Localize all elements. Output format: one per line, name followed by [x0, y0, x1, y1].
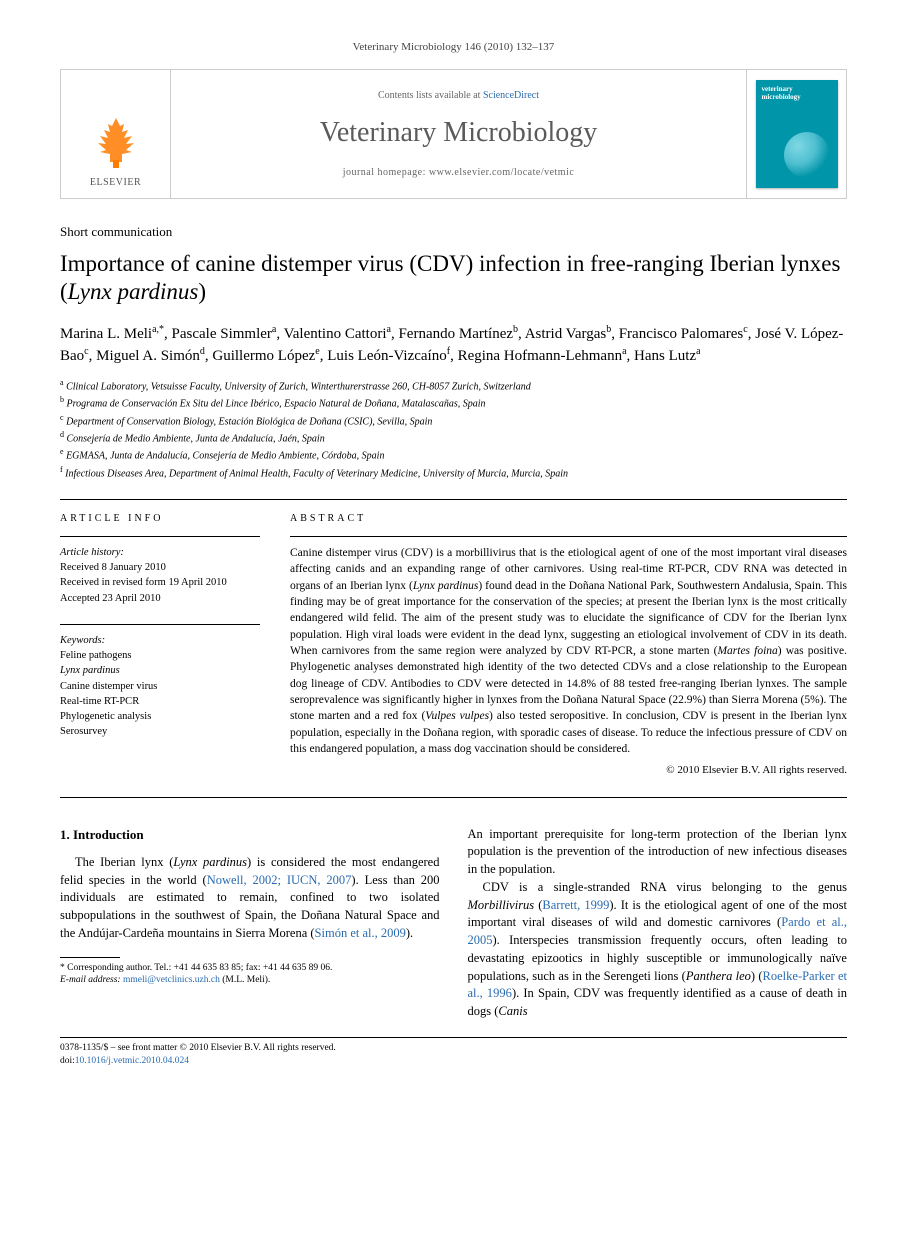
- corr-email[interactable]: mmeli@vetclinics.uzh.ch: [123, 975, 220, 985]
- sciencedirect-link[interactable]: ScienceDirect: [483, 90, 539, 101]
- history-header: Article history:: [60, 545, 260, 560]
- abstract-label: ABSTRACT: [290, 512, 847, 526]
- affiliation-line: c Department of Conservation Biology, Es…: [60, 412, 847, 429]
- email-line: E-mail address: mmeli@vetclinics.uzh.ch …: [60, 974, 440, 987]
- affiliation-line: f Infectious Diseases Area, Department o…: [60, 464, 847, 481]
- affiliations-list: a Clinical Laboratory, Vetsuisse Faculty…: [60, 377, 847, 481]
- page-footer: 0378-1135/$ – see front matter © 2010 El…: [60, 1042, 847, 1068]
- contents-line: Contents lists available at ScienceDirec…: [378, 89, 539, 103]
- keywords-block: Keywords: Feline pathogensLynx pardinusC…: [60, 633, 260, 740]
- keyword-line: Serosurvey: [60, 724, 260, 739]
- affiliation-line: b Programa de Conservación Ex Situ del L…: [60, 394, 847, 411]
- left-column: 1. Introduction The Iberian lynx (Lynx p…: [60, 826, 440, 1021]
- article-type: Short communication: [60, 223, 847, 241]
- elsevier-label: ELSEVIER: [90, 176, 141, 190]
- journal-name: Veterinary Microbiology: [320, 113, 598, 152]
- cover-art-icon: [784, 132, 830, 178]
- abstract-copyright: © 2010 Elsevier B.V. All rights reserved…: [290, 763, 847, 778]
- keyword-line: Feline pathogens: [60, 648, 260, 663]
- authors-list: Marina L. Melia,*, Pascale Simmlera, Val…: [60, 323, 847, 367]
- running-head: Veterinary Microbiology 146 (2010) 132–1…: [60, 40, 847, 55]
- article-info-label: ARTICLE INFO: [60, 512, 260, 526]
- abstract-text: Canine distemper virus (CDV) is a morbil…: [290, 545, 847, 757]
- journal-cover-thumbnail: veterinarymicrobiology: [756, 80, 838, 188]
- article-info-column: ARTICLE INFO Article history: Received 8…: [60, 512, 260, 779]
- journal-header-bar: ELSEVIER Contents lists available at Sci…: [60, 69, 847, 199]
- issn-line: 0378-1135/$ – see front matter © 2010 El…: [60, 1042, 847, 1055]
- article-history: Article history: Received 8 January 2010…: [60, 545, 260, 606]
- contents-prefix: Contents lists available at: [378, 90, 483, 101]
- intro-heading: 1. Introduction: [60, 826, 440, 844]
- affiliation-line: a Clinical Laboratory, Vetsuisse Faculty…: [60, 377, 847, 394]
- keyword-line: Phylogenetic analysis: [60, 709, 260, 724]
- footer-separator: [60, 1037, 847, 1038]
- elsevier-tree-icon: [86, 112, 146, 172]
- abstract-column: ABSTRACT Canine distemper virus (CDV) is…: [290, 512, 847, 779]
- cover-thumbnail-cell: veterinarymicrobiology: [746, 70, 846, 198]
- publisher-logo-cell: ELSEVIER: [61, 70, 171, 198]
- affiliation-line: d Consejería de Medio Ambiente, Junta de…: [60, 429, 847, 446]
- keyword-line: Real-time RT-PCR: [60, 694, 260, 709]
- intro-text-left: The Iberian lynx (Lynx pardinus) is cons…: [60, 854, 440, 943]
- homepage-url[interactable]: www.elsevier.com/locate/vetmic: [429, 167, 574, 178]
- history-line: Received 8 January 2010: [60, 560, 260, 575]
- keyword-line: Canine distemper virus: [60, 679, 260, 694]
- body-columns: 1. Introduction The Iberian lynx (Lynx p…: [60, 826, 847, 1021]
- info-abstract-row: ARTICLE INFO Article history: Received 8…: [60, 499, 847, 798]
- email-label: E-mail address:: [60, 975, 121, 985]
- keyword-line: Lynx pardinus: [60, 663, 260, 678]
- cover-title: veterinarymicrobiology: [762, 86, 801, 101]
- email-suffix: (M.L. Meli).: [222, 975, 270, 985]
- history-line: Accepted 23 April 2010: [60, 591, 260, 606]
- corresponding-author-footnote: * Corresponding author. Tel.: +41 44 635…: [60, 962, 440, 988]
- article-title: Importance of canine distemper virus (CD…: [60, 250, 847, 308]
- keywords-header: Keywords:: [60, 633, 260, 648]
- journal-title-cell: Contents lists available at ScienceDirec…: [171, 70, 746, 198]
- history-line: Received in revised form 19 April 2010: [60, 575, 260, 590]
- affiliation-line: e EGMASA, Junta de Andalucía, Consejería…: [60, 446, 847, 463]
- right-column: An important prerequisite for long-term …: [468, 826, 848, 1021]
- footnote-separator: [60, 957, 120, 958]
- homepage-line: journal homepage: www.elsevier.com/locat…: [343, 166, 575, 180]
- homepage-prefix: journal homepage:: [343, 167, 429, 178]
- doi-link[interactable]: 10.1016/j.vetmic.2010.04.024: [75, 1056, 189, 1066]
- doi-line: doi:10.1016/j.vetmic.2010.04.024: [60, 1055, 847, 1068]
- corr-line: * Corresponding author. Tel.: +41 44 635…: [60, 962, 440, 975]
- intro-text-right: An important prerequisite for long-term …: [468, 826, 848, 1021]
